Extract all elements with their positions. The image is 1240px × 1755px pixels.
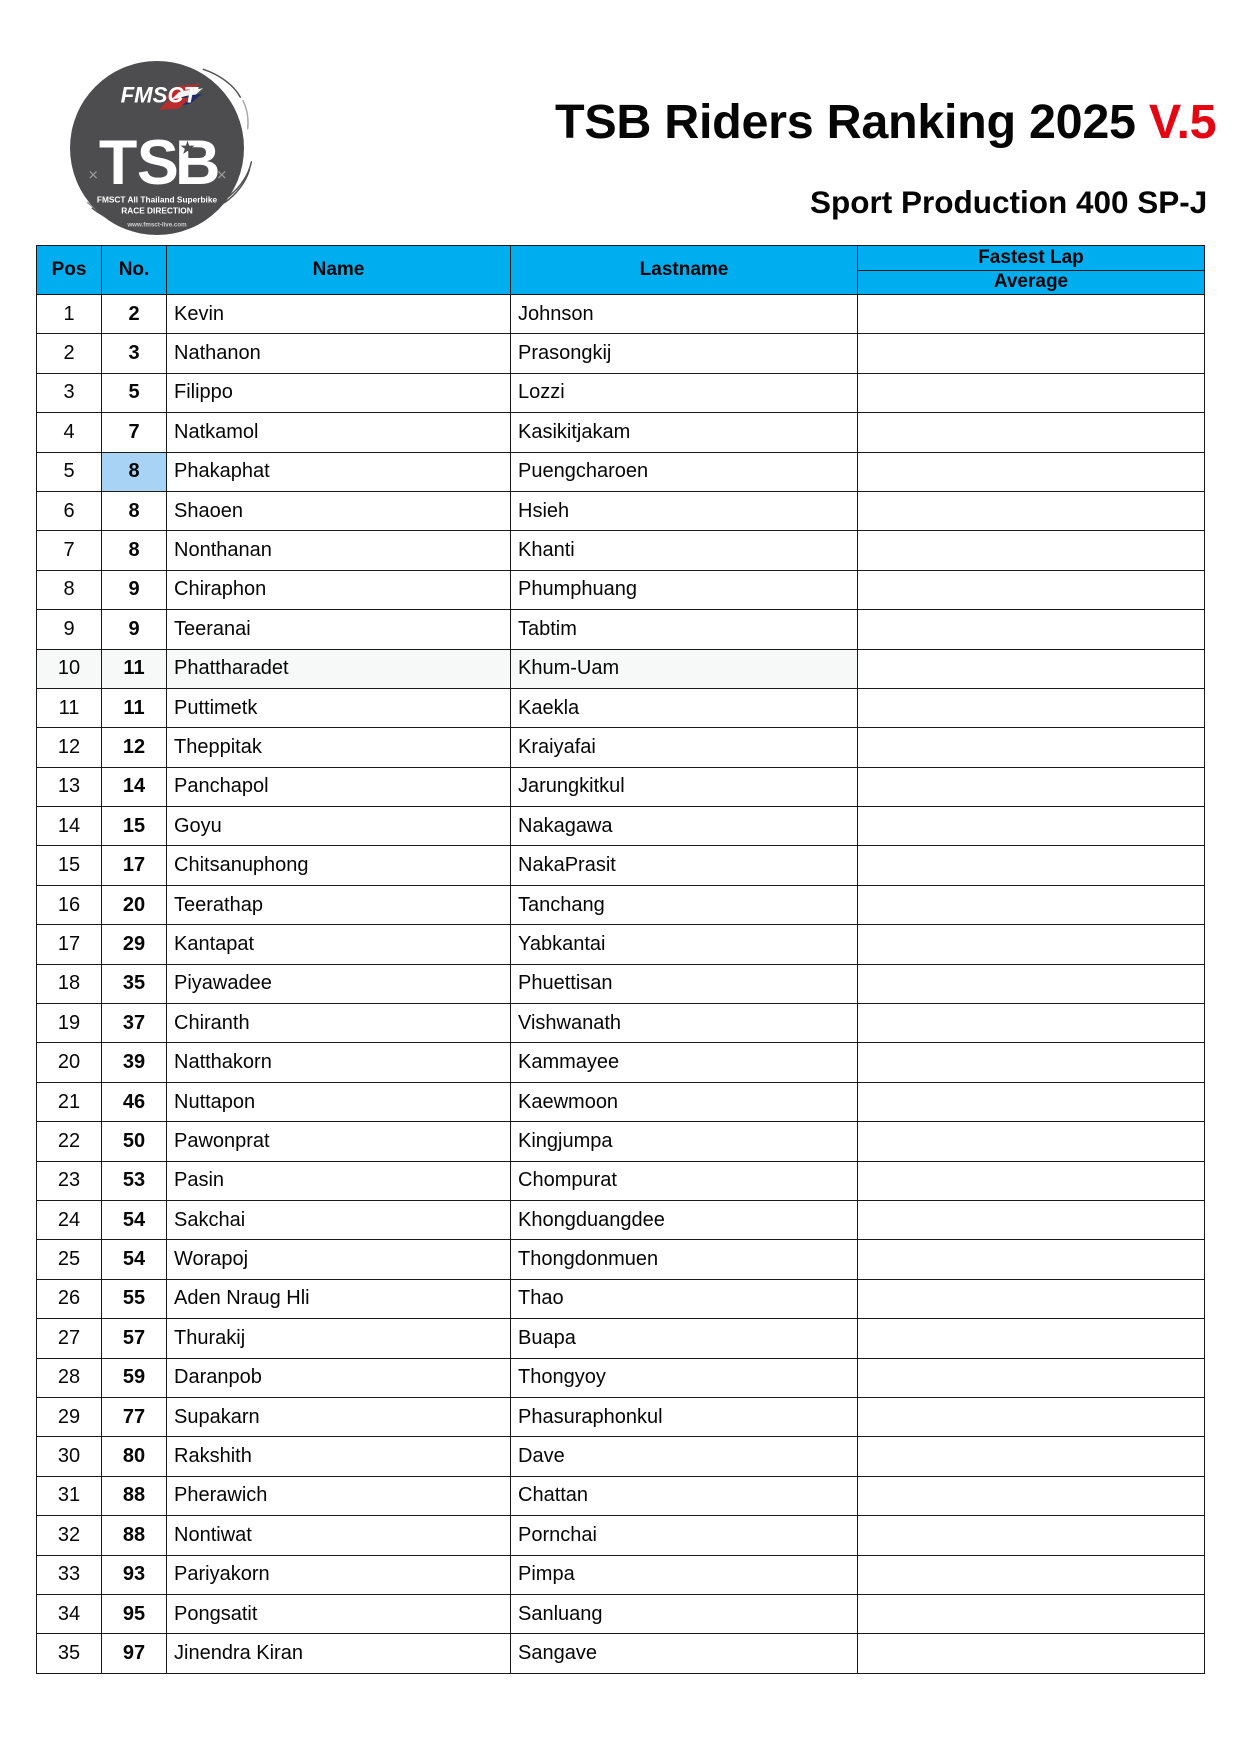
svg-text:✕: ✕	[216, 167, 227, 182]
svg-text:www.fmsct-live.com: www.fmsct-live.com	[126, 222, 187, 229]
svg-text:T: T	[99, 128, 137, 198]
svg-text:✕: ✕	[88, 167, 99, 182]
svg-text:B: B	[175, 128, 220, 198]
svg-text:RACE DIRECTION: RACE DIRECTION	[121, 206, 193, 216]
svg-text:FMSCT: FMSCT	[121, 83, 200, 108]
svg-text:FMSCT All Thailand Superbike: FMSCT All Thailand Superbike	[97, 195, 218, 205]
svg-text:S: S	[137, 128, 179, 198]
